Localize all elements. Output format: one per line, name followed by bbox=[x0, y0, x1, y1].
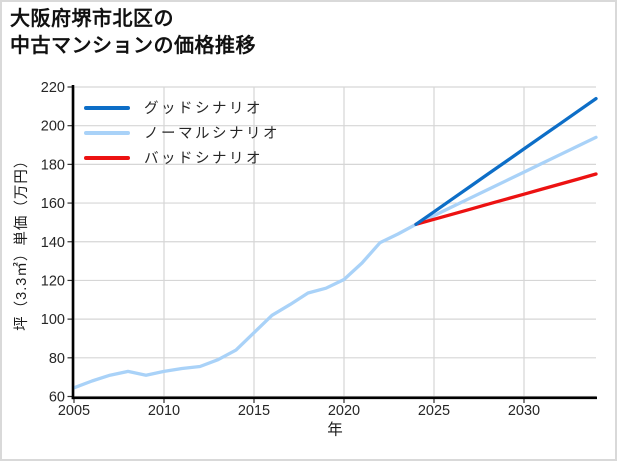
series-line-bad-scenario bbox=[414, 172, 598, 226]
y-tick-label: 120 bbox=[41, 273, 65, 289]
x-tick-label: 2015 bbox=[238, 403, 270, 419]
legend-label-good-scenario: グッドシナリオ bbox=[144, 101, 263, 117]
y-tick-label: 160 bbox=[41, 196, 65, 212]
legend-label-bad-scenario: バッドシナリオ bbox=[144, 151, 263, 167]
x-tick-label: 2010 bbox=[148, 403, 180, 419]
good-scenario-line-swatch bbox=[84, 105, 130, 110]
bad-scenario-line-swatch bbox=[84, 155, 130, 160]
legend-label-normal-scenario: ノーマルシナリオ bbox=[144, 126, 280, 142]
x-tick-label: 2005 bbox=[58, 403, 90, 419]
y-tick-label: 80 bbox=[49, 351, 65, 367]
x-tick-label: 2025 bbox=[418, 403, 450, 419]
series-line-normal-scenario bbox=[72, 135, 598, 390]
series-line-good-scenario bbox=[414, 96, 598, 226]
y-axis-label: 坪（3.3㎡）単価（万円） bbox=[13, 153, 30, 331]
normal-scenario-line-swatch bbox=[84, 130, 130, 135]
y-tick-label: 140 bbox=[41, 235, 65, 251]
x-tick-label: 2030 bbox=[508, 403, 540, 419]
y-tick-label: 180 bbox=[41, 157, 65, 173]
legend: グッドシナリオ ノーマルシナリオ バッドシナリオ bbox=[84, 95, 280, 170]
legend-item-bad-scenario: バッドシナリオ bbox=[84, 145, 280, 170]
legend-item-normal-scenario: ノーマルシナリオ bbox=[84, 120, 280, 145]
y-tick-label: 60 bbox=[49, 390, 65, 406]
legend-item-good-scenario: グッドシナリオ bbox=[84, 95, 280, 120]
x-tick-label: 2020 bbox=[328, 403, 360, 419]
x-axis-label: 年 bbox=[327, 421, 343, 439]
y-tick-label: 220 bbox=[41, 80, 65, 96]
chart-title: 大阪府堺市北区の 中古マンションの価格推移 bbox=[10, 8, 256, 57]
y-tick-label: 200 bbox=[41, 119, 65, 135]
y-tick-label: 100 bbox=[41, 312, 65, 328]
